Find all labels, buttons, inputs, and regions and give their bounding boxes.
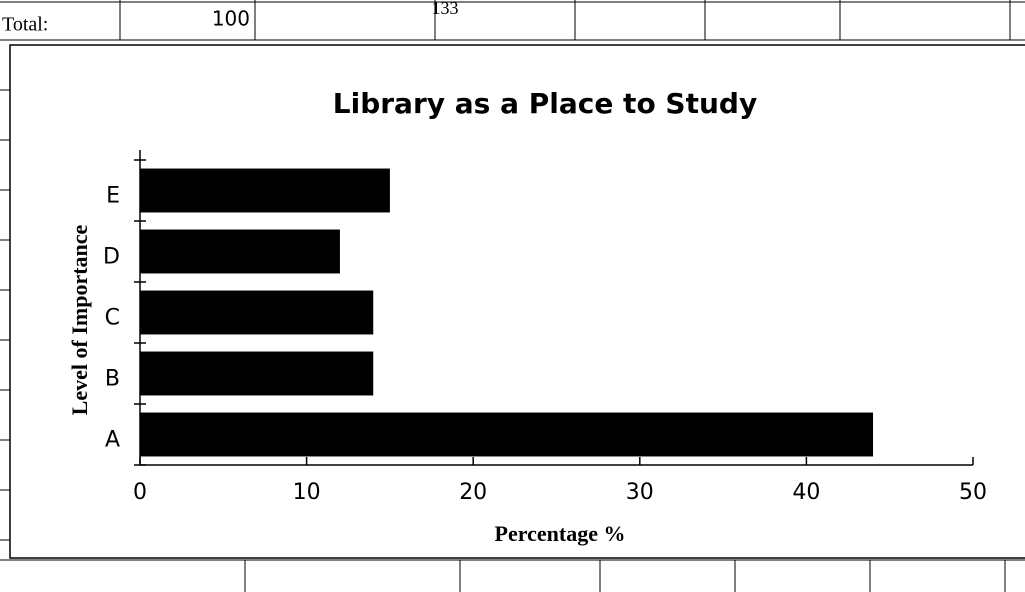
y-tick-label: E (106, 184, 120, 209)
bar (140, 168, 390, 213)
x-axis-label: Percentage % (495, 521, 626, 546)
y-tick-label: D (103, 245, 120, 270)
y-tick-label: B (105, 367, 120, 392)
cell-text: 133 (432, 0, 459, 18)
x-tick-label: 10 (293, 480, 321, 505)
y-axis-label: Level of Importance (67, 224, 92, 415)
bar (140, 412, 874, 457)
cell-text: Total: (2, 14, 48, 36)
x-tick-label: 30 (626, 480, 654, 505)
bar (140, 351, 374, 396)
bar (140, 229, 340, 274)
bar (140, 290, 374, 335)
x-tick-label: 40 (792, 480, 820, 505)
cell-text: 100 (212, 7, 250, 31)
x-tick-label: 0 (133, 480, 147, 505)
y-tick-label: A (105, 428, 120, 453)
x-tick-label: 50 (959, 480, 987, 505)
plot: 0 10 20 30 40 50 A B C D E (103, 150, 987, 505)
chart-title: Library as a Place to Study (333, 87, 757, 120)
y-tick-label: C (105, 306, 120, 331)
x-tick-label: 20 (459, 480, 487, 505)
